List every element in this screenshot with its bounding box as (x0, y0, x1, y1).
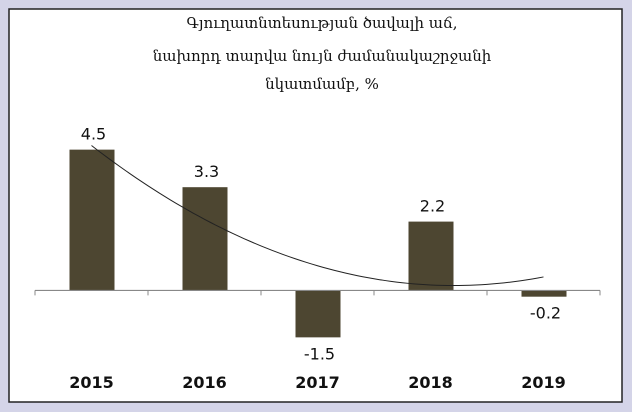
bar (521, 290, 567, 297)
bar (408, 221, 454, 291)
data-label: -1.5 (304, 344, 335, 363)
x-tick-label: 2018 (408, 373, 453, 392)
x-tick-label: 2015 (69, 373, 114, 392)
bar (182, 187, 228, 291)
chart-title: Գյուղատնտեսության ծավալի աճ, (186, 14, 457, 32)
bar (69, 149, 115, 291)
data-label: 3.3 (194, 162, 219, 181)
data-label: 2.2 (420, 197, 445, 216)
x-tick-label: 2016 (182, 373, 227, 392)
chart-title: նախորդ տարվա նույն ժամանակաշրջանի (153, 47, 492, 65)
data-label: -0.2 (530, 304, 561, 323)
trendline (91, 145, 544, 287)
data-label: 4.5 (81, 125, 106, 144)
bar (295, 290, 341, 338)
x-tick-label: 2019 (521, 373, 566, 392)
x-tick-label: 2017 (295, 373, 340, 392)
chart-title: նկատմամբ, % (265, 75, 379, 93)
